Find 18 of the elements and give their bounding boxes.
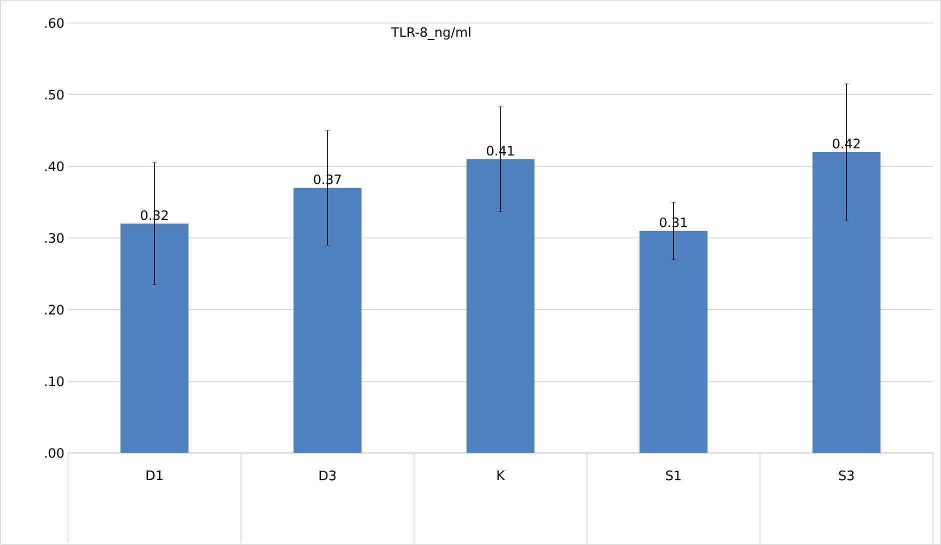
- x-tick-label: S1: [666, 470, 681, 480]
- y-tick-label: .30: [45, 233, 64, 243]
- chart-title: TLR-8_ng/ml: [391, 26, 470, 40]
- bar: [812, 152, 880, 453]
- y-tick-label: .60: [45, 18, 64, 28]
- x-tick-label: D3: [320, 470, 336, 480]
- y-tick-label: .40: [45, 161, 64, 172]
- y-tick-label: .50: [45, 90, 64, 100]
- y-tick-label: .00: [45, 448, 64, 458]
- x-tick-label: S3: [839, 470, 854, 480]
- bar: [466, 159, 535, 453]
- bar: [294, 188, 362, 453]
- y-tick-label: .20: [45, 304, 64, 315]
- bar: [120, 224, 189, 453]
- y-tick-label: .10: [45, 376, 64, 386]
- x-tick-label: D1: [146, 470, 162, 480]
- x-tick-label: K: [498, 470, 506, 480]
- bar: [640, 230, 708, 453]
